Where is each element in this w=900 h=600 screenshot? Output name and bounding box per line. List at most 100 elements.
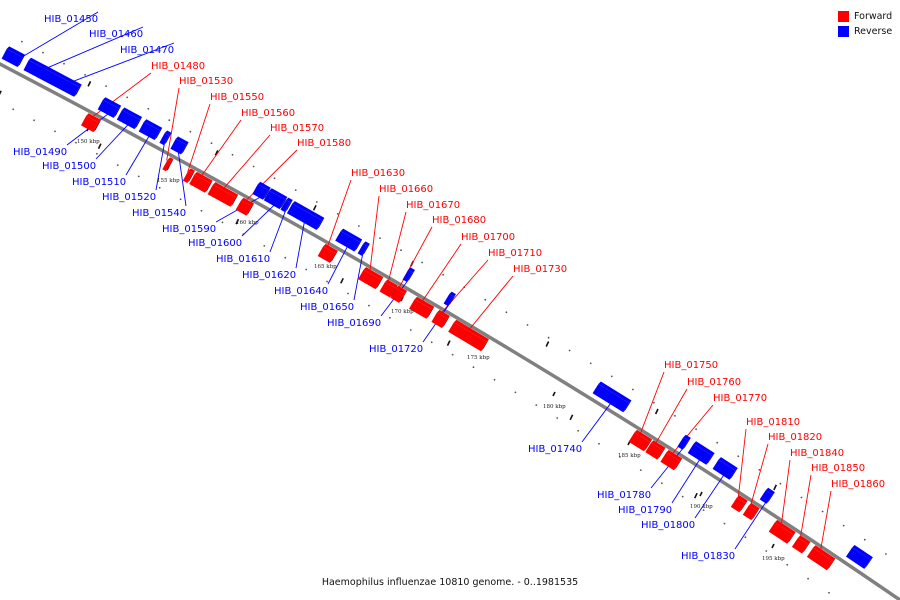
guide-dot <box>400 249 402 252</box>
gene-block-front <box>742 505 758 521</box>
guide-dot <box>765 550 768 552</box>
leader-line <box>295 221 305 269</box>
guide-dot <box>273 177 276 180</box>
gene-block-side <box>354 239 363 252</box>
leader-line <box>638 371 665 437</box>
guide-dot <box>54 130 56 133</box>
gene-hib-01860[interactable] <box>806 545 836 571</box>
gene-hib-01550[interactable] <box>182 168 195 183</box>
guide-dot <box>526 324 529 326</box>
tick-mark <box>87 81 92 87</box>
gene-block-front <box>358 269 381 290</box>
kbp-tick <box>771 543 775 549</box>
gene-hib-01840[interactable] <box>768 519 796 544</box>
gene-block-top <box>765 487 775 495</box>
gene-hib-01710[interactable] <box>431 309 450 328</box>
guide-dot <box>116 164 119 167</box>
gene-hib-01750[interactable] <box>628 429 653 452</box>
gene-label: HIB_01500 <box>42 161 96 172</box>
gene-hib-01510[interactable] <box>138 119 163 140</box>
gene-block-front <box>159 133 170 146</box>
tick-mark <box>569 414 574 421</box>
gene-hib-01680[interactable] <box>390 285 408 303</box>
gene-block-side <box>180 142 189 155</box>
gene-hib-01790[interactable] <box>687 441 715 465</box>
gene-block-front <box>162 159 172 172</box>
leader-line <box>155 144 165 191</box>
gene-hib-01780[interactable] <box>677 434 691 450</box>
gene-block-side <box>751 508 760 521</box>
tick-mark <box>693 492 698 499</box>
gene-block-front <box>645 442 663 460</box>
leader-line <box>819 490 832 555</box>
gene-hib-01530[interactable] <box>162 157 174 172</box>
gene-hib-01700[interactable] <box>409 296 435 319</box>
gene-block-side <box>657 447 666 460</box>
gene-hib-01630[interactable] <box>317 243 338 263</box>
gene-block-front <box>235 200 252 216</box>
gene-block-side <box>74 84 82 97</box>
gene-block-front <box>759 490 773 504</box>
gene-hib-01650[interactable] <box>357 241 370 256</box>
guide-dot <box>695 428 697 431</box>
gene-hib-01590[interactable] <box>252 181 271 200</box>
gene-label: HIB_01790 <box>618 505 672 516</box>
leader-line <box>187 103 211 173</box>
gene-hib-01520[interactable] <box>159 130 172 146</box>
gene-hib-01600[interactable] <box>263 188 288 210</box>
gene-hib-01570[interactable] <box>207 182 239 207</box>
gene-extra[interactable] <box>846 545 873 569</box>
gene-hib-01660[interactable] <box>358 267 384 290</box>
gene-block-front <box>37 67 80 97</box>
gene-block-side <box>787 532 796 544</box>
guide-dot <box>96 152 98 155</box>
gene-block-top <box>736 495 748 504</box>
gene-hib-01540[interactable] <box>170 136 189 155</box>
gene-hib-01470[interactable] <box>37 64 82 97</box>
gene-block-side <box>766 492 775 504</box>
leader-line <box>439 259 489 316</box>
gene-block-front <box>263 190 285 210</box>
gene-hib-01610[interactable] <box>280 197 293 213</box>
gene-hib-01720[interactable] <box>443 291 456 307</box>
gene-label: HIB_01860 <box>831 479 885 490</box>
gene-hib-01450[interactable] <box>1 46 26 67</box>
gene-hib-01740[interactable] <box>592 381 632 413</box>
tick-label: 175 kbp <box>467 355 490 361</box>
gene-hib-01810[interactable] <box>730 495 748 513</box>
gene-hib-01770[interactable] <box>660 449 683 471</box>
gene-hib-01820[interactable] <box>742 502 760 521</box>
gene-hib-01580[interactable] <box>235 197 255 216</box>
gene-block-side <box>246 203 255 216</box>
gene-block-top <box>143 119 163 131</box>
leader-line <box>734 501 767 550</box>
gene-hib-01500[interactable] <box>116 107 143 130</box>
guide-dot <box>430 341 433 344</box>
gene-hib-01640[interactable] <box>335 228 363 252</box>
tick-label: 150 kbp <box>77 139 100 145</box>
gene-hib-01830[interactable] <box>759 487 775 504</box>
gene-block-top <box>598 381 632 403</box>
gene-hib-01690[interactable] <box>402 267 415 283</box>
tick-label: 170 kbp <box>391 309 414 315</box>
gene-hib-01800[interactable] <box>712 457 738 480</box>
tick-mark <box>773 484 778 491</box>
gene-label: HIB_01620 <box>242 270 296 281</box>
gene-block-top <box>651 440 666 451</box>
guide-dot <box>723 522 726 525</box>
tick-mark <box>654 408 659 415</box>
gene-hib-01730[interactable] <box>448 319 489 352</box>
gene-hib-01480[interactable] <box>81 113 102 133</box>
gene-hib-01850[interactable] <box>791 535 811 554</box>
tick-mark <box>214 150 219 156</box>
gene-hib-01760[interactable] <box>645 440 666 460</box>
gene-block-side <box>361 243 370 256</box>
gene-hib-01620[interactable] <box>286 201 325 230</box>
gene-label: HIB_01630 <box>351 168 405 179</box>
gene-hib-01560[interactable] <box>189 171 213 193</box>
tick-mark <box>97 143 102 150</box>
guide-dot <box>514 391 517 394</box>
guide-dot <box>451 353 454 356</box>
gene-label: HIB_01580 <box>297 138 351 149</box>
gene-hib-01490[interactable] <box>97 97 122 118</box>
